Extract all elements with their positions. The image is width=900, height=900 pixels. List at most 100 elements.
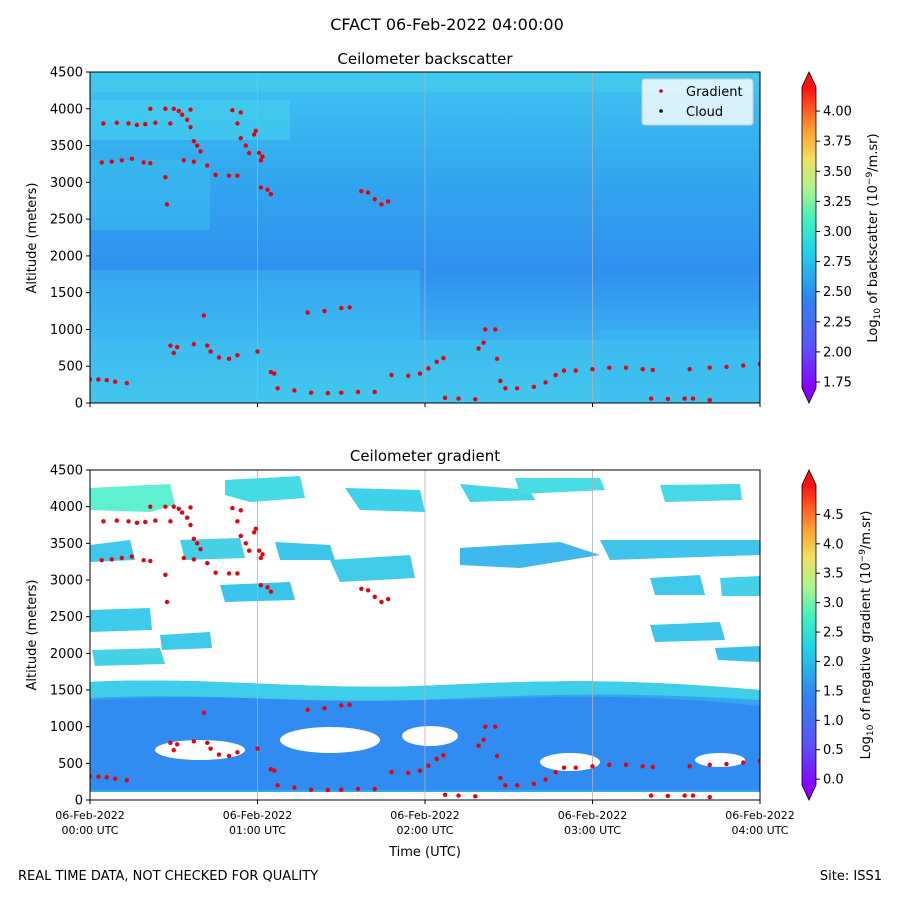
gradient-point bbox=[104, 775, 109, 780]
gradient-point bbox=[191, 341, 197, 347]
gradient-point bbox=[119, 158, 125, 163]
gradient-point bbox=[372, 389, 377, 395]
gradient-point bbox=[235, 571, 240, 576]
gradient-point bbox=[191, 557, 197, 562]
gradient-point bbox=[143, 519, 148, 525]
gradient-point bbox=[442, 792, 448, 798]
gradient-point bbox=[322, 308, 327, 314]
gradient-point bbox=[379, 202, 384, 207]
gradient-point bbox=[623, 365, 629, 370]
gradient-point bbox=[255, 349, 260, 354]
colorbar-tick-label: 3.0 bbox=[823, 596, 844, 611]
gradient-point bbox=[258, 185, 264, 190]
x-tick-date: 06-Feb-2022 bbox=[390, 809, 459, 822]
gradient-point bbox=[238, 136, 243, 141]
gradient-point bbox=[181, 158, 186, 163]
gradient-point bbox=[531, 384, 537, 390]
gradient-point bbox=[164, 599, 170, 605]
y-tick-label: 4500 bbox=[50, 464, 83, 479]
gradient-point bbox=[623, 762, 629, 767]
gradient-point bbox=[191, 739, 197, 744]
gradient-point bbox=[148, 106, 153, 111]
gradient-point bbox=[308, 390, 314, 395]
colorbar-tick-label: 4.5 bbox=[823, 508, 844, 523]
gradient-point bbox=[205, 740, 210, 745]
colorbar-tick-label: 2.5 bbox=[823, 626, 844, 641]
gradient-point bbox=[272, 371, 277, 376]
gradient-point bbox=[114, 518, 120, 523]
gradient-point bbox=[235, 121, 240, 126]
gradient-point bbox=[198, 149, 203, 154]
gradient-point bbox=[191, 159, 197, 164]
gradient-point bbox=[724, 364, 729, 370]
gradient-point bbox=[141, 558, 146, 563]
gradient-point bbox=[126, 121, 131, 126]
gradient-point bbox=[690, 396, 696, 401]
y-tick-label: 0 bbox=[75, 397, 83, 412]
gradient-point bbox=[441, 355, 446, 361]
gradient-point bbox=[543, 777, 548, 782]
top-panel-gradient-points bbox=[90, 106, 760, 403]
gradient-point bbox=[188, 522, 193, 528]
gradient-point bbox=[251, 530, 257, 535]
gradient-point bbox=[379, 599, 384, 605]
gradient-point bbox=[104, 377, 109, 383]
gradient-point bbox=[153, 518, 158, 523]
gradient-point bbox=[687, 764, 692, 769]
gradient-point bbox=[184, 515, 190, 520]
gradient-point bbox=[665, 793, 671, 799]
gradient-point bbox=[650, 764, 655, 770]
gradient-point bbox=[359, 586, 364, 591]
gradient-point bbox=[441, 753, 446, 758]
bottom-colorbar-ticks: 4.5 4.0 3.5 3.0 2.5 2.0 1.5 1.0 0.5 0.0 bbox=[816, 508, 844, 788]
gradient-point bbox=[109, 159, 114, 164]
y-tick-label: 3500 bbox=[50, 537, 83, 552]
gradient-point bbox=[226, 356, 232, 362]
gradient-point bbox=[255, 746, 260, 751]
gradient-point bbox=[163, 174, 168, 180]
gradient-point bbox=[573, 765, 578, 770]
gradient-point bbox=[741, 760, 746, 765]
top-colorbar-label: Log10 of backscatter (10−9/m.sr) bbox=[865, 133, 883, 342]
gradient-point bbox=[258, 158, 264, 163]
gradient-point bbox=[426, 366, 431, 371]
gradient-point bbox=[243, 541, 248, 546]
gradient-point bbox=[153, 120, 158, 125]
footer-disclaimer: REAL TIME DATA, NOT CHECKED FOR QUALITY bbox=[18, 869, 319, 884]
y-tick-label: 1000 bbox=[50, 720, 83, 735]
gradient-point bbox=[275, 386, 280, 391]
gradient-point bbox=[494, 753, 500, 759]
top-panel-y-axis: 0 500 1000 1500 2000 2500 3000 3500 4000 4500 bbox=[50, 66, 90, 412]
y-tick-label: 3000 bbox=[50, 574, 83, 589]
colorbar-tick-label: 4.00 bbox=[823, 105, 852, 120]
gradient-point bbox=[456, 396, 461, 401]
gradient-point bbox=[143, 122, 148, 127]
gradient-point bbox=[208, 746, 213, 751]
gradient-point bbox=[195, 541, 200, 546]
legend[interactable]: Gradient Cloud bbox=[641, 78, 754, 126]
colorbar-tick-label: 1.5 bbox=[823, 684, 844, 699]
x-tick-time: 00:00 UTC bbox=[61, 824, 118, 837]
colorbar-tick-label: 0.0 bbox=[823, 773, 844, 788]
bottom-panel-gridlines bbox=[257, 470, 593, 800]
gradient-point bbox=[724, 761, 729, 767]
x-tick-time: 01:00 UTC bbox=[229, 824, 286, 837]
y-tick-label: 4000 bbox=[50, 500, 83, 515]
y-tick-label: 4500 bbox=[50, 66, 83, 81]
gradient-point bbox=[607, 365, 612, 370]
gradient-point bbox=[205, 343, 210, 348]
gradient-point bbox=[292, 785, 297, 790]
top-colorbar bbox=[801, 71, 817, 404]
gradient-point bbox=[498, 378, 503, 384]
gradient-point bbox=[168, 519, 173, 524]
gradient-point bbox=[339, 390, 344, 395]
gradient-point bbox=[275, 783, 280, 788]
gradient-point bbox=[561, 765, 567, 770]
top-panel-title: Ceilometer backscatter bbox=[337, 50, 513, 68]
gradient-point bbox=[216, 752, 222, 757]
gradient-point bbox=[101, 121, 106, 126]
gradient-point bbox=[590, 366, 595, 372]
gradient-point bbox=[493, 724, 498, 729]
gradient-point bbox=[188, 124, 193, 130]
